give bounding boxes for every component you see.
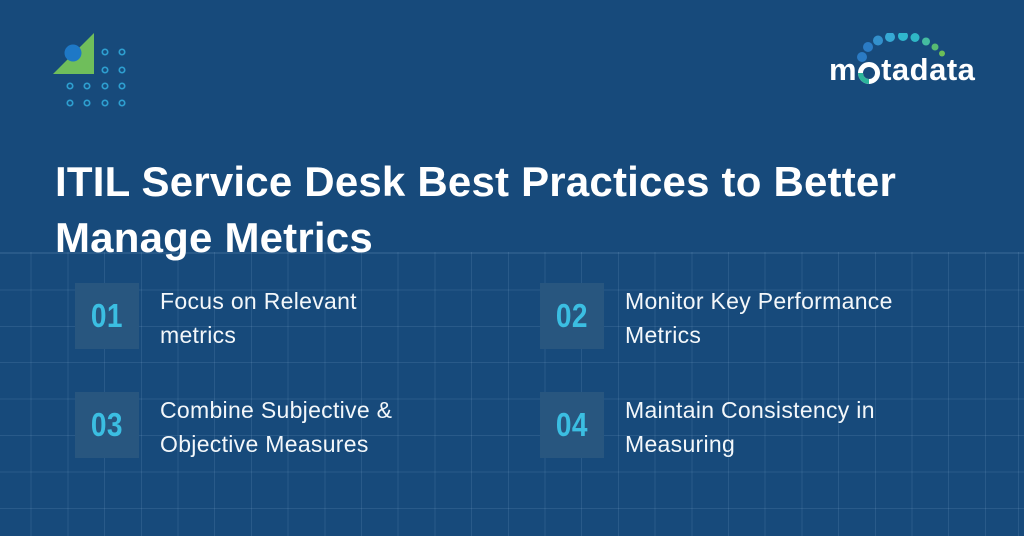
item-label-line2: Objective Measures (160, 431, 369, 457)
item-number-text: 01 (90, 297, 124, 334)
item-label-line2: metrics (160, 322, 237, 348)
page-title-line1: ITIL Service Desk Best Practices to Bett… (55, 158, 897, 206)
practice-item-02: 02 Monitor Key Performance Metrics (540, 283, 893, 352)
practice-item-03: 03 Combine Subjective & Objective Measur… (75, 392, 392, 461)
motadata-wordmark: m tadata (829, 52, 975, 88)
motadata-logo: m tadata (829, 33, 975, 88)
item-label: Maintain Consistency in Measuring (625, 392, 875, 461)
page-title-line2: Manage Metrics (55, 214, 373, 262)
item-number-badge: 04 (540, 392, 604, 458)
item-label-line1: Monitor Key Performance (625, 288, 893, 314)
background-grid (0, 252, 1024, 536)
item-number-badge: 01 (75, 283, 139, 349)
page-title: ITIL Service Desk Best Practices to Bett… (55, 154, 995, 266)
item-label: Focus on Relevant metrics (160, 283, 357, 352)
practice-item-01: 01 Focus on Relevant metrics (75, 283, 357, 352)
item-label-line1: Maintain Consistency in (625, 397, 875, 423)
wordmark-prefix: m (829, 52, 858, 87)
item-number-badge: 02 (540, 283, 604, 349)
item-label: Combine Subjective & Objective Measures (160, 392, 392, 461)
wordmark-suffix: tadata (881, 52, 976, 87)
item-label-line1: Focus on Relevant (160, 288, 357, 314)
company-logo-mark (52, 30, 132, 108)
item-label-line2: Measuring (625, 431, 736, 457)
item-number-text: 03 (90, 406, 124, 443)
motadata-dot-arc-icon (857, 33, 945, 62)
item-number-badge: 03 (75, 392, 139, 458)
practice-item-04: 04 Maintain Consistency in Measuring (540, 392, 875, 461)
item-label-line1: Combine Subjective & (160, 397, 393, 423)
item-number-text: 04 (555, 406, 589, 443)
motadata-o-ring-icon (858, 62, 881, 84)
item-number-text: 02 (555, 297, 589, 334)
item-label: Monitor Key Performance Metrics (625, 283, 893, 352)
logo-mark-icon (53, 33, 126, 107)
item-label-line2: Metrics (625, 322, 702, 348)
